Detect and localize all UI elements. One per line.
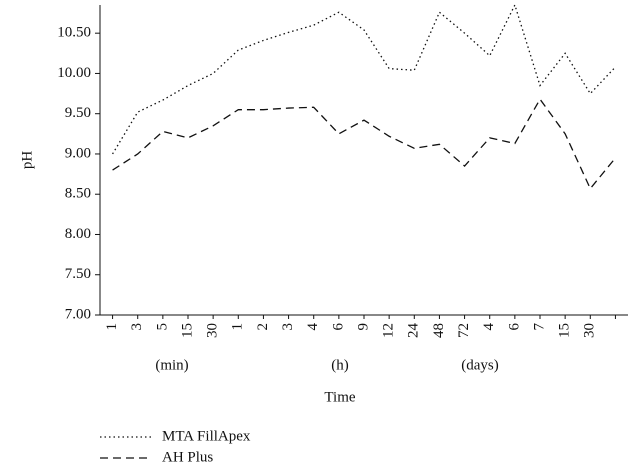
y-tick-label: 8.00: [65, 226, 91, 242]
series-line: [112, 3, 616, 155]
legend-label: MTA FillApex: [162, 428, 251, 444]
x-tick-label: 12: [381, 323, 397, 338]
y-tick-label: 9.50: [65, 105, 91, 121]
x-tick-label: 1: [230, 323, 246, 331]
legend-label: AH Plus: [162, 449, 213, 465]
x-axis-label: Time: [324, 389, 355, 405]
y-tick-label: 7.50: [65, 266, 91, 282]
series-line: [112, 98, 616, 190]
x-tick-label: 15: [179, 323, 195, 338]
x-tick-label: 2: [255, 323, 271, 331]
x-tick-label: 6: [506, 323, 522, 331]
x-tick-label: 72: [456, 323, 472, 338]
y-tick-label: 10.50: [57, 25, 91, 41]
x-tick-label: 9: [355, 323, 371, 331]
x-tick-label: 30: [205, 323, 221, 338]
x-tick-label: 48: [431, 323, 447, 338]
y-tick-label: 10.00: [57, 65, 91, 81]
group-label: (h): [331, 357, 349, 373]
x-tick-label: 5: [154, 323, 170, 331]
y-axis-label: pH: [19, 151, 35, 170]
group-label: (min): [155, 357, 188, 373]
x-tick-label: 30: [582, 323, 598, 338]
x-tick-label: 7: [531, 323, 547, 331]
y-tick-label: 7.00: [65, 306, 91, 322]
x-tick-label: 3: [129, 323, 145, 331]
x-tick-label: 24: [406, 323, 422, 339]
x-tick-label: 3: [280, 323, 296, 331]
x-tick-label: 4: [481, 323, 497, 331]
y-tick-label: 8.50: [65, 186, 91, 202]
y-tick-label: 9.00: [65, 145, 91, 161]
x-tick-label: 15: [557, 323, 573, 338]
x-tick-label: 6: [330, 323, 346, 331]
group-label: (days): [461, 357, 499, 373]
x-tick-label: 1: [104, 323, 120, 331]
x-tick-label: 4: [305, 323, 321, 331]
